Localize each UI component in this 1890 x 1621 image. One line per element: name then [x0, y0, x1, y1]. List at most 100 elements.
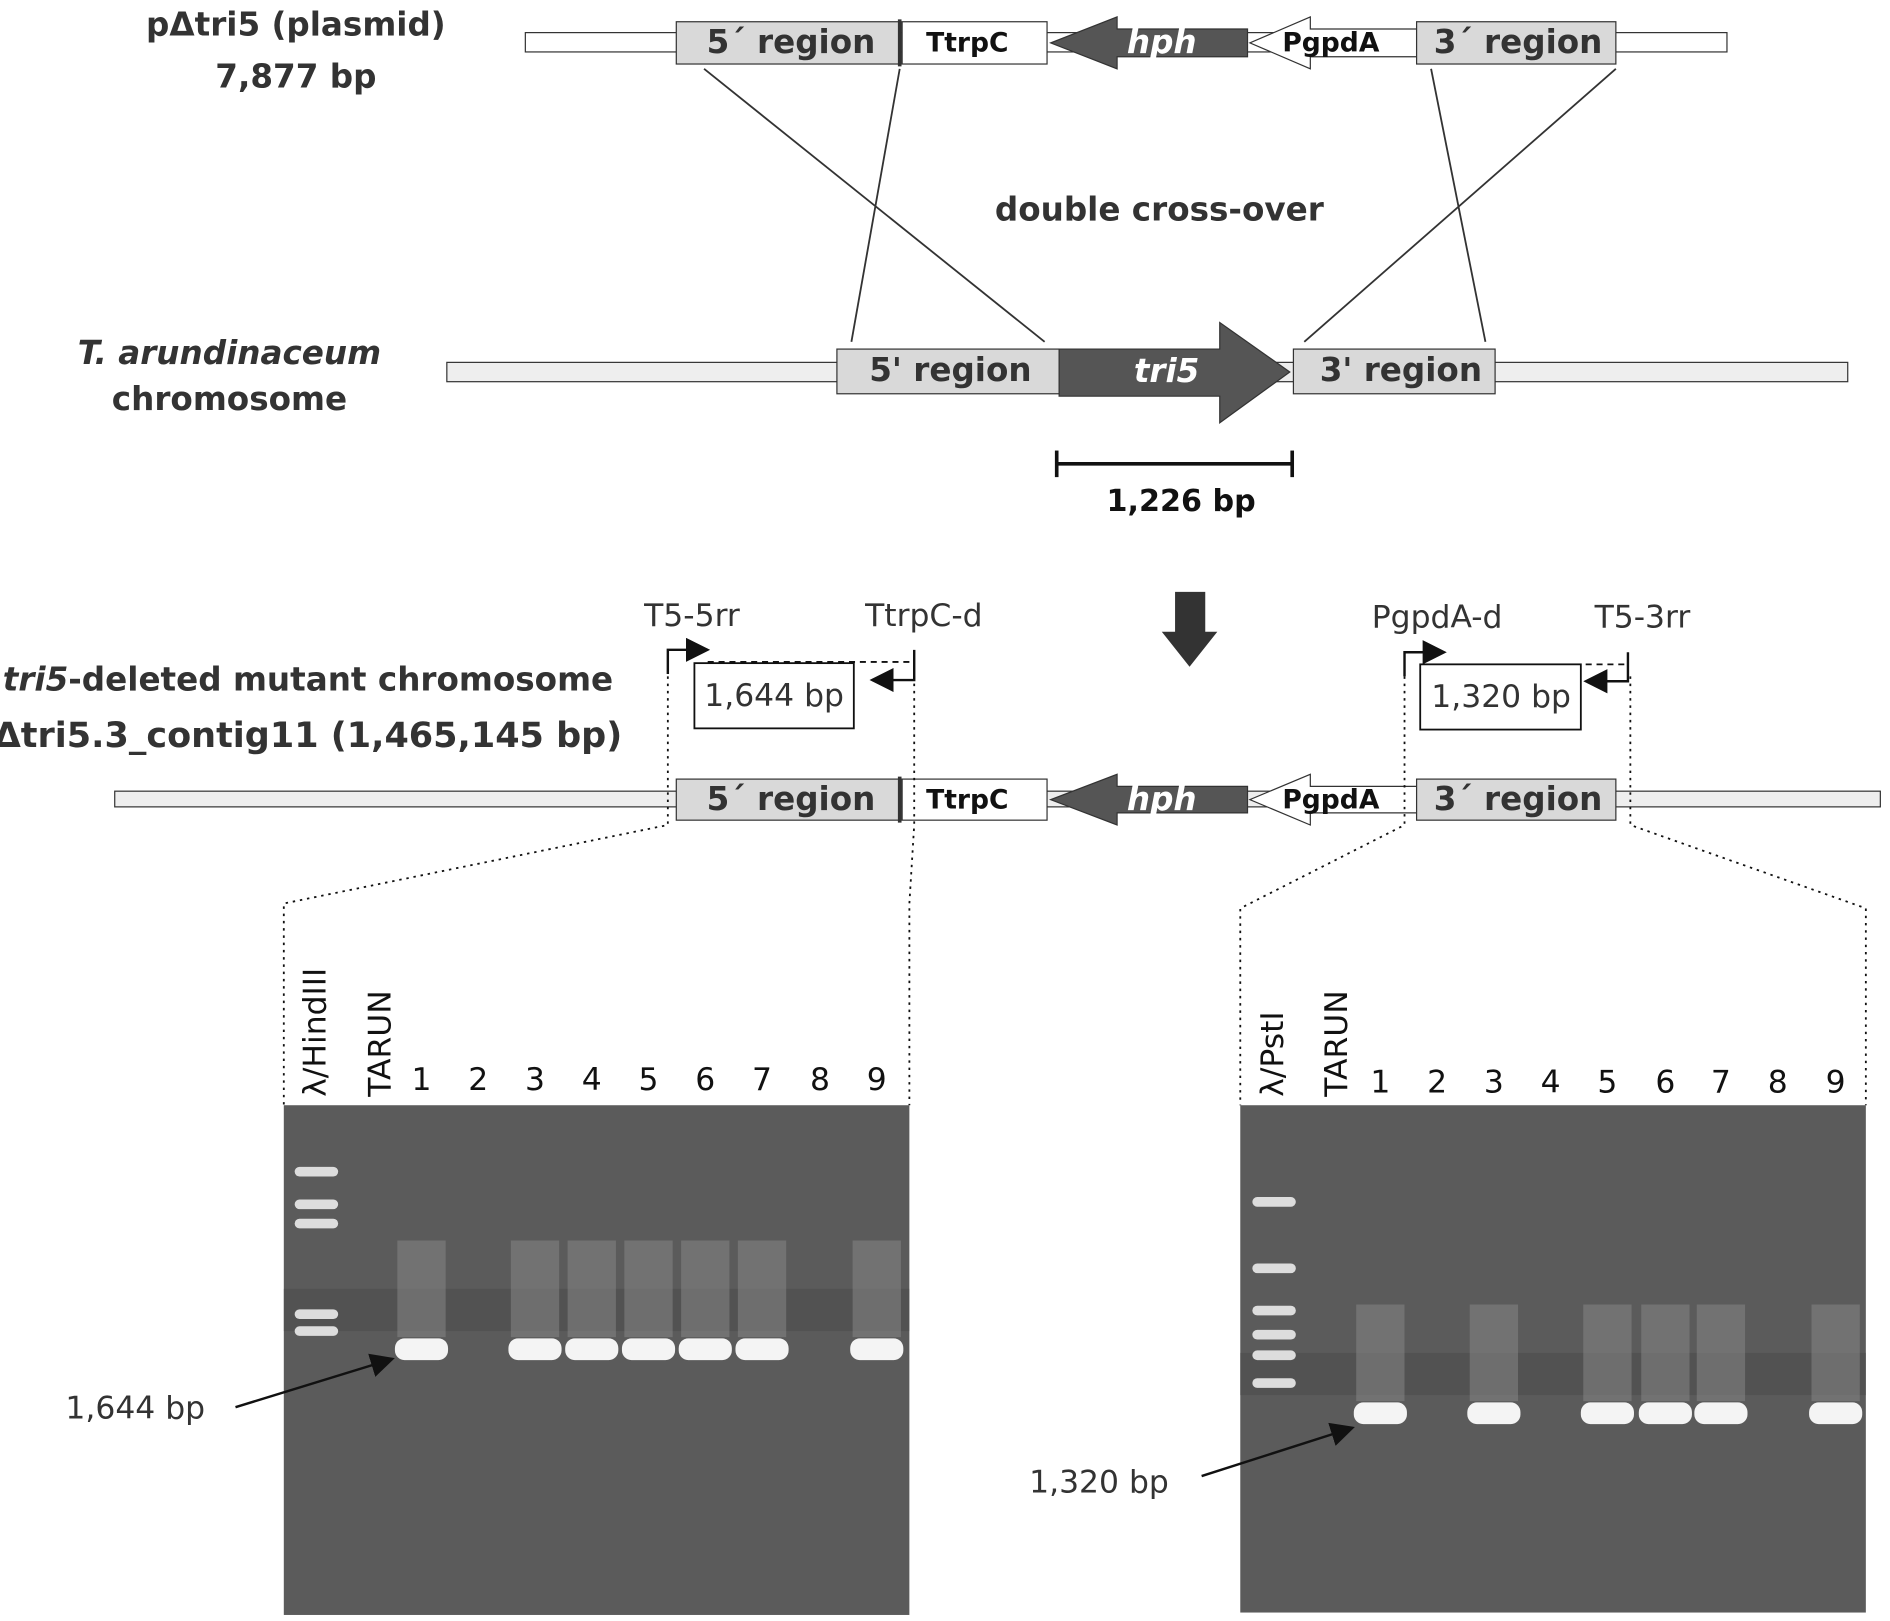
lane-label: 8 [810, 1062, 830, 1098]
species-label: T. arundinaceum [78, 334, 381, 372]
smear [1469, 1304, 1519, 1402]
lane-label: TARUN [363, 990, 399, 1097]
ladder-band [1252, 1263, 1296, 1274]
band-arrow [235, 1353, 395, 1409]
scale-bar [1054, 450, 1295, 478]
region-box [1415, 21, 1617, 65]
band-label: 1,320 bp [1029, 1464, 1169, 1500]
amplicon-label: 1,644 bp [704, 678, 844, 714]
amplicon-label: 1,320 bp [1431, 679, 1571, 715]
smear [510, 1240, 560, 1338]
lane-label: 6 [695, 1062, 715, 1098]
band [565, 1338, 619, 1361]
crossover-label: double cross-over [995, 190, 1324, 228]
primer-label: TtrpC-d [864, 598, 982, 634]
mutant-gene: tri5 [3, 660, 69, 698]
smear [852, 1240, 901, 1338]
band [1467, 1402, 1521, 1425]
band [735, 1338, 789, 1361]
lane-label: 4 [582, 1062, 602, 1098]
lane-label: 5 [1597, 1064, 1617, 1100]
smear [1583, 1304, 1632, 1402]
band [1580, 1402, 1634, 1425]
lane-label: λ/HindIII [297, 968, 333, 1097]
crossover-lines [703, 68, 1617, 343]
amplicon-box [693, 662, 855, 730]
element-label: 5´ region [707, 780, 876, 818]
lane-label: 3 [525, 1062, 545, 1098]
plasmid-name: pΔtri5 (plasmid) [146, 6, 446, 44]
smear [1811, 1304, 1860, 1402]
ladder-band [1252, 1197, 1296, 1207]
primer-label: PgpdA-d [1372, 599, 1503, 635]
gels: λ/HindIII TARUN 1 2 3 4 5 6 7 8 91,644 bpλ/PstI TAR… [65, 968, 1866, 1615]
lane-label: 8 [1768, 1064, 1788, 1100]
band [1809, 1402, 1863, 1425]
band-label: 1,644 bp [65, 1391, 205, 1427]
hph-arrow [1048, 773, 1249, 826]
lane-label: 3 [1484, 1064, 1504, 1100]
mutant-label: tri5-deleted mutant chromosome [3, 660, 613, 698]
plasmid-cassette: 5´ region TtrpC hph PgpdA 3´ region [675, 15, 1617, 70]
band [850, 1338, 904, 1361]
band [508, 1338, 562, 1361]
lane-label: 7 [1711, 1064, 1731, 1100]
ladder-band [1252, 1305, 1296, 1316]
region-label: 3' region [1320, 351, 1482, 389]
band [678, 1338, 732, 1361]
lane-label: 2 [1427, 1064, 1447, 1100]
element-label: PgpdA [1282, 784, 1380, 815]
promoter-arrow [1248, 15, 1418, 70]
smear [1356, 1304, 1405, 1402]
lane-label: 4 [1541, 1064, 1561, 1100]
lane-label: 7 [752, 1062, 772, 1098]
band-arrow [1201, 1422, 1355, 1478]
lane-label: 1 [411, 1062, 431, 1098]
lane-label: λ/PstI [1255, 1011, 1291, 1096]
lane-label: 5 [639, 1062, 659, 1098]
element-label: TtrpC [926, 784, 1008, 815]
band [1694, 1402, 1748, 1425]
mutant-cassette: 5´ region TtrpC hph PgpdA 3´ region [675, 773, 1617, 826]
deletion-size: 1,226 bp [1106, 484, 1255, 519]
element-label: TtrpC [926, 28, 1008, 59]
region-box [1292, 348, 1496, 395]
chromosome-label: chromosome [112, 380, 347, 418]
band [621, 1338, 676, 1361]
hph-arrow [1049, 16, 1249, 70]
ladder-band [1252, 1329, 1296, 1340]
lane-label: 9 [1826, 1064, 1846, 1100]
smear [1696, 1304, 1746, 1402]
mutant-label-text: -deleted mutant chromosome [68, 660, 613, 698]
band [394, 1338, 449, 1361]
smear [397, 1240, 446, 1338]
ladder-band [294, 1309, 339, 1320]
lane-label: 1 [1370, 1064, 1390, 1100]
terminator-box [901, 778, 1048, 821]
down-arrow [1161, 591, 1218, 667]
lane-label: 6 [1655, 1064, 1675, 1100]
promoter-arrow [1248, 773, 1418, 826]
smear [681, 1240, 730, 1338]
ladder-band [294, 1166, 339, 1177]
zoom-lines [282, 676, 1867, 1106]
terminator-box [901, 21, 1048, 65]
amplicon-box [1419, 663, 1582, 731]
region-label: 5' region [869, 351, 1031, 389]
region-box [1415, 778, 1617, 821]
smear [737, 1240, 787, 1338]
band [1353, 1402, 1407, 1425]
ladder-band [1252, 1350, 1296, 1361]
element-label: hph [1127, 780, 1197, 818]
region-box [675, 21, 901, 65]
ladder-band [294, 1218, 339, 1229]
gene-arrow [1058, 321, 1291, 424]
plasmid-size: 7,877 bp [215, 58, 376, 96]
element-label: 3´ region [1434, 23, 1603, 61]
gel-shadow [1240, 1352, 1866, 1396]
gene-label: tri5 [1134, 352, 1200, 390]
primer-label: T5-3rr [1594, 599, 1691, 635]
ladder-band [294, 1326, 339, 1336]
region-box [836, 348, 1060, 395]
